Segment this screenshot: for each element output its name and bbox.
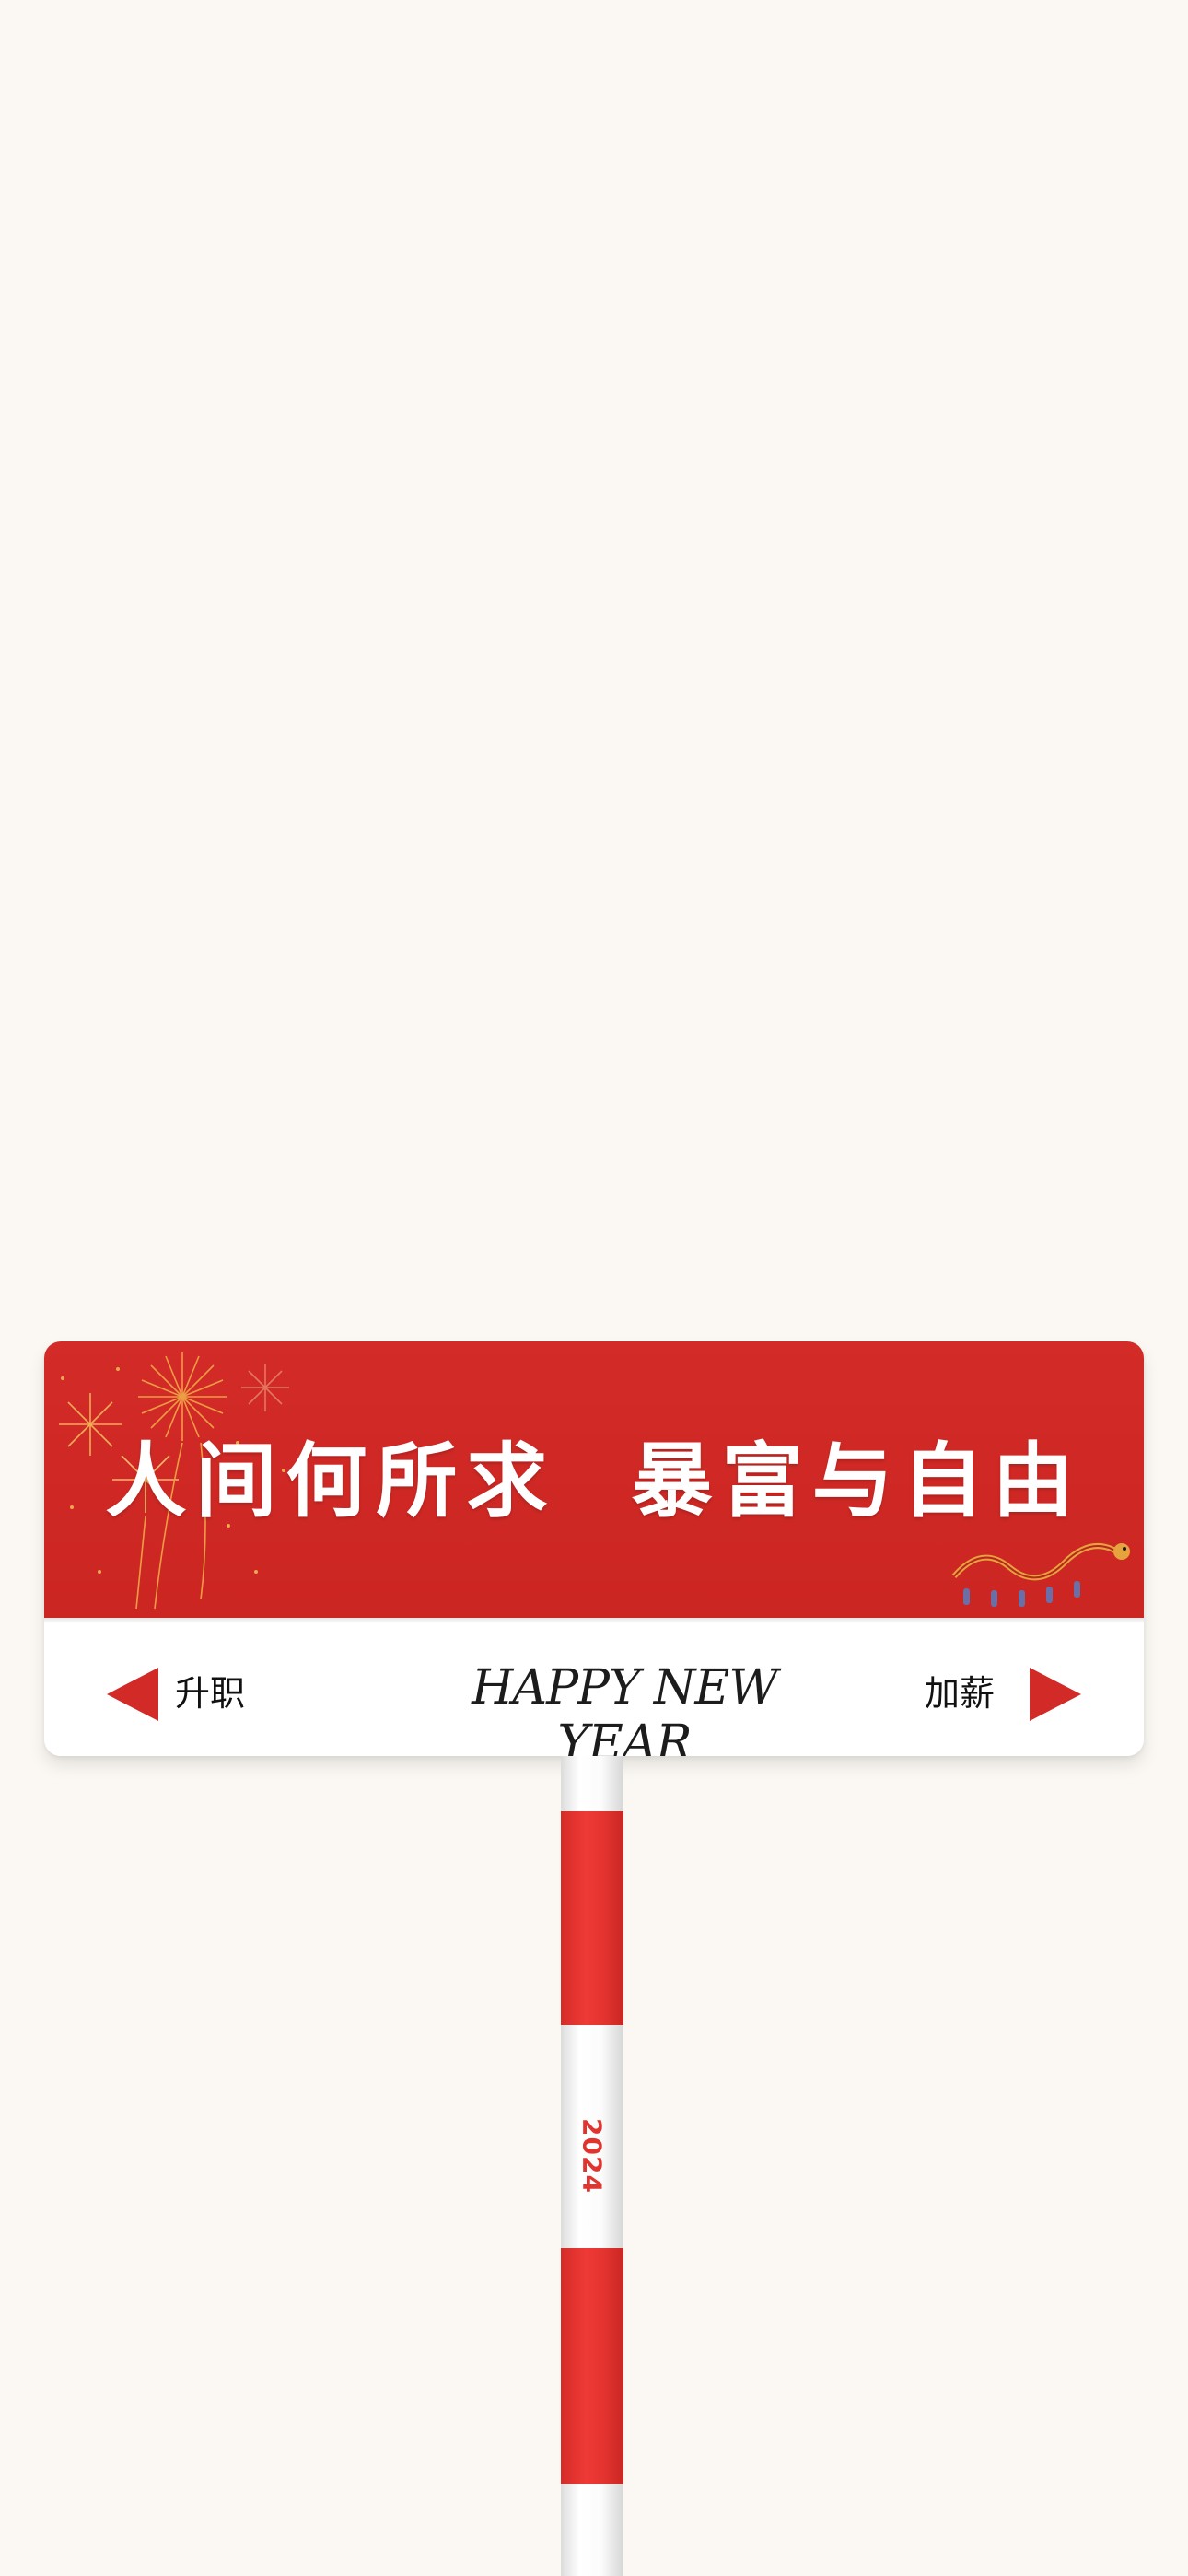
sign-red-panel: 人间何所求 暴富与自由 <box>44 1341 1144 1618</box>
pole-white-segment <box>561 1756 623 1811</box>
pole-year-label: 2024 <box>577 2118 608 2194</box>
pole-red-segment <box>561 2248 623 2484</box>
sign-white-panel <box>44 1618 1144 1756</box>
pole-white-segment <box>561 2484 623 2576</box>
main-slogan: 人间何所求 暴富与自由 <box>105 1434 1083 1528</box>
pole-white-segment <box>561 2025 623 2248</box>
pole-red-segment <box>561 1811 623 2025</box>
greeting-text: HAPPY NEW YEAR <box>472 1660 778 1756</box>
sign-pole <box>561 1756 623 2576</box>
left-direction-label: 升职 <box>175 1673 246 1714</box>
right-arrow-icon <box>1030 1668 1081 1721</box>
left-arrow-icon <box>107 1668 158 1721</box>
road-sign: 人间何所求 暴富与自由 升职 HAPPY NEW YEAR 加薪 <box>44 1341 1144 1756</box>
fireworks-decoration <box>59 1352 289 1610</box>
sign-divider <box>44 1618 1144 1623</box>
dragon-dance-decoration <box>951 1543 1130 1607</box>
right-direction-label: 加薪 <box>925 1673 996 1714</box>
